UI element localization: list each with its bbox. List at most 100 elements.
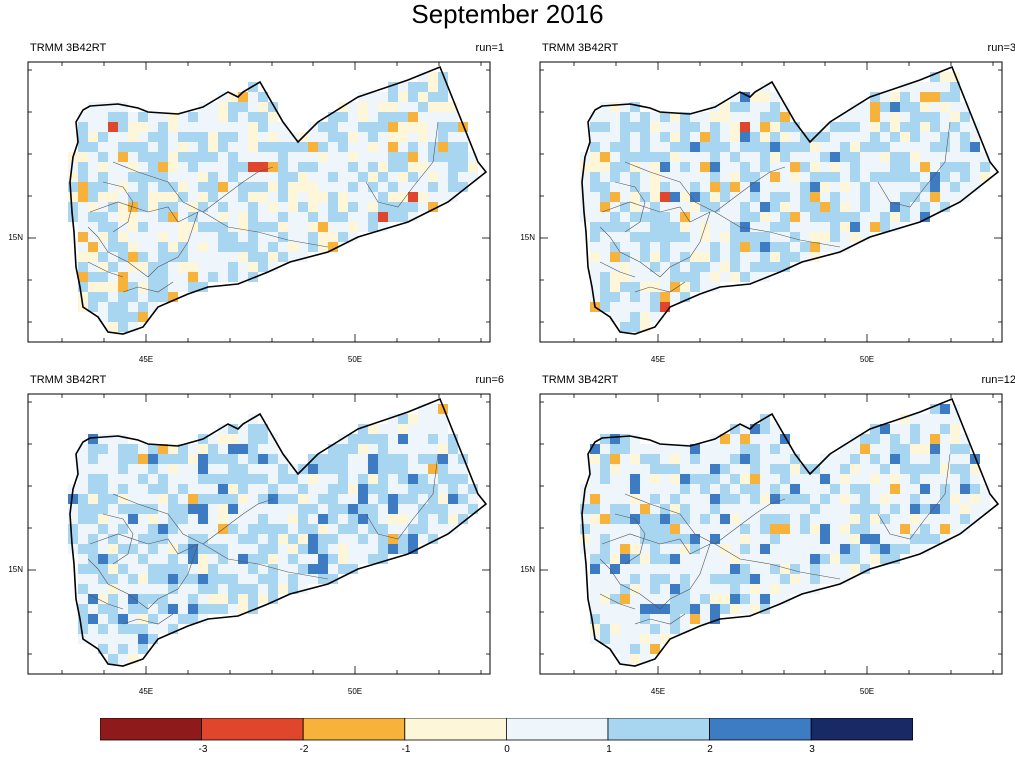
grid-cell (670, 282, 680, 292)
grid-cell (368, 202, 378, 212)
grid-cell (720, 504, 730, 514)
grid-cell (98, 644, 108, 654)
grid-cell (128, 142, 138, 152)
grid-cell (438, 404, 448, 414)
grid-cell (620, 564, 630, 574)
grid-cell (650, 574, 660, 584)
map-plot: 15N 45E 50E (520, 61, 1003, 364)
grid-cell (680, 152, 690, 162)
grid-cell (780, 594, 790, 604)
grid-cell (168, 132, 178, 142)
grid-cell (920, 534, 930, 544)
grid-cell (248, 162, 258, 172)
axis-ticks (28, 394, 490, 674)
grid-cell (318, 172, 328, 182)
grid-cell (600, 524, 610, 534)
grid-cell (88, 454, 98, 464)
grid-cell (630, 434, 640, 444)
grid-cell (168, 504, 178, 514)
grid-cell (630, 162, 640, 172)
grid-cell (860, 534, 870, 544)
grid-cell (288, 252, 298, 262)
grid-cell (398, 142, 408, 152)
grid-cell (168, 282, 178, 292)
grid-cell (318, 524, 328, 534)
grid-cell (198, 454, 208, 464)
grid-cell (458, 474, 468, 484)
grid-cell (740, 454, 750, 464)
grid-cell (720, 132, 730, 142)
colorbar-swatch (99, 717, 202, 741)
grid-cell (448, 192, 458, 202)
grid-cell (610, 544, 620, 554)
grid-cell (750, 424, 760, 434)
grid-cell (398, 504, 408, 514)
grid-cell (138, 484, 148, 494)
grid-cell (800, 232, 810, 242)
grid-cell (98, 232, 108, 242)
grid-cell (388, 504, 398, 514)
grid-cell (720, 464, 730, 474)
grid-cell (920, 544, 930, 554)
grid-cell (248, 272, 258, 282)
grid-cell (438, 122, 448, 132)
grid-cell (158, 614, 168, 624)
grid-cell (580, 182, 590, 192)
grid-cell (630, 172, 640, 182)
grid-cell (228, 272, 238, 282)
grid-cell (138, 644, 148, 654)
grid-cell (610, 232, 620, 242)
grid-cell (790, 544, 800, 554)
grid-cell (248, 454, 258, 464)
grid-cell (208, 564, 218, 574)
grid-cell (78, 514, 88, 524)
grid-cell (690, 122, 700, 132)
grid-cell (830, 564, 840, 574)
grid-cell (348, 162, 358, 172)
grid-cell (218, 434, 228, 444)
grid-cell (208, 574, 218, 584)
grid-cell (428, 142, 438, 152)
grid-cell (278, 242, 288, 252)
grid-cell (278, 192, 288, 202)
grid-cell (418, 454, 428, 464)
grid-cell (720, 554, 730, 564)
grid-cell (790, 474, 800, 484)
grid-cell (770, 474, 780, 484)
country-outline (69, 65, 488, 335)
grid-cell (700, 132, 710, 142)
grid-cell (960, 162, 970, 172)
grid-cell (138, 574, 148, 584)
grid-cell (670, 142, 680, 152)
grid-cell (900, 182, 910, 192)
grid-cell (118, 262, 128, 272)
grid-cell (910, 434, 920, 444)
grid-cell (118, 524, 128, 534)
grid-cell (238, 594, 248, 604)
grid-cell (178, 444, 188, 454)
grid-cell (128, 584, 138, 594)
lon-label-50e: 50E (348, 355, 362, 364)
grid-cell (670, 454, 680, 464)
grid-cell (388, 152, 398, 162)
grid-cell (268, 564, 278, 574)
grid-cell (158, 494, 168, 504)
grid-cell (870, 92, 880, 102)
grid-cell (348, 444, 358, 454)
grid-cell (398, 534, 408, 544)
grid-cell (740, 464, 750, 474)
grid-cell (820, 172, 830, 182)
grid-cell (408, 212, 418, 222)
grid-cell (158, 272, 168, 282)
grid-cell (148, 574, 158, 584)
grid-cell (640, 312, 650, 322)
grid-cell (338, 122, 348, 132)
grid-cell (640, 302, 650, 312)
colorbar-label: 1 (606, 744, 612, 755)
grid-cell (940, 424, 950, 434)
grid-cell (238, 494, 248, 504)
grid-cell (78, 594, 88, 604)
grid-cell (378, 444, 388, 454)
grid-cell (378, 172, 388, 182)
grid-cell (760, 594, 770, 604)
